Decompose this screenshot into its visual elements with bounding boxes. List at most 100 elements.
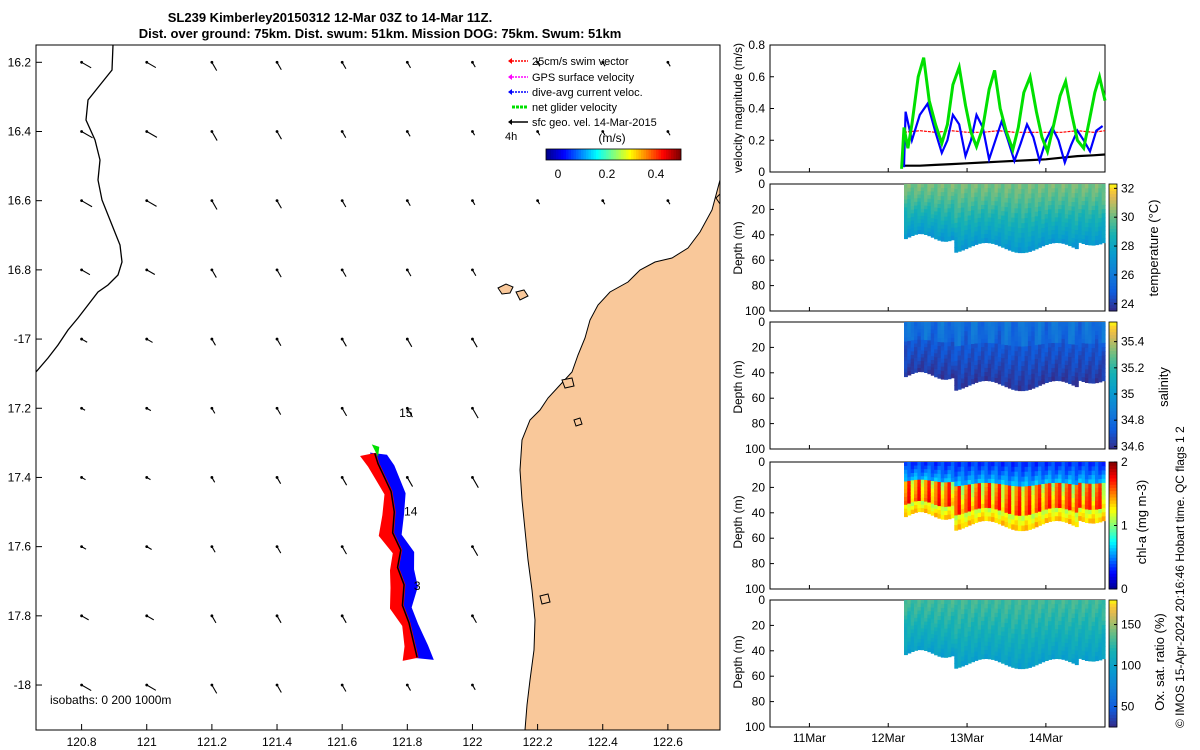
temperature-cell bbox=[1091, 218, 1096, 224]
salinity-cell bbox=[1044, 378, 1049, 383]
chl-a-cell bbox=[954, 525, 959, 531]
chl-a-cell bbox=[1001, 502, 1006, 508]
oxygen-cell bbox=[927, 647, 932, 653]
temperature-cell bbox=[1031, 212, 1036, 218]
temperature-cell bbox=[950, 215, 955, 221]
temperature-cell bbox=[944, 212, 949, 218]
chl-a-cell bbox=[1071, 471, 1076, 477]
temperature-cell bbox=[991, 213, 996, 219]
chl-a-cell bbox=[1078, 470, 1083, 476]
salinity-cell bbox=[1095, 339, 1099, 345]
salinity-cell bbox=[957, 370, 962, 376]
chl-a-cell bbox=[1058, 516, 1063, 522]
temperature-cell bbox=[924, 205, 928, 210]
salinity-cell bbox=[964, 331, 969, 337]
salinity-cbar-tick-label: 35.4 bbox=[1121, 335, 1145, 349]
temperature-cell bbox=[971, 219, 975, 225]
temperature-cell bbox=[1081, 235, 1086, 240]
oxygen-cell bbox=[1091, 626, 1096, 632]
oxygen-cell bbox=[960, 614, 965, 620]
temperature-cell bbox=[987, 200, 992, 206]
salinity-cell bbox=[940, 370, 945, 376]
salinity-cell bbox=[1014, 341, 1019, 347]
temperature-cell bbox=[1078, 225, 1083, 231]
chl-a-cell bbox=[1031, 499, 1036, 506]
salinity-cell bbox=[1064, 365, 1069, 370]
chl-a-cell bbox=[1024, 500, 1029, 507]
current-vector-head bbox=[80, 545, 83, 549]
chl-a-cell bbox=[1101, 466, 1106, 471]
salinity-cell bbox=[1058, 338, 1063, 344]
velocity-series bbox=[900, 57, 1107, 169]
oxygen-cell bbox=[984, 654, 989, 659]
current-vector bbox=[146, 131, 158, 138]
temperature-cell bbox=[934, 234, 939, 240]
chl-a-cell bbox=[984, 482, 989, 488]
salinity-cell bbox=[1098, 334, 1103, 340]
oxygen-cell bbox=[954, 638, 959, 645]
salinity-cell bbox=[981, 338, 985, 344]
salinity-cell bbox=[1051, 368, 1056, 373]
temperature-colorbar-swatch bbox=[1109, 222, 1117, 226]
oxygen-cell bbox=[1054, 637, 1059, 643]
temperature-cell bbox=[1074, 193, 1079, 199]
oxygen-cell bbox=[1024, 634, 1029, 640]
temperature-cell bbox=[1021, 184, 1026, 190]
oxygen-cell bbox=[1021, 609, 1026, 616]
salinity-cell bbox=[984, 363, 989, 369]
chl-a-colorbar-swatch bbox=[1109, 560, 1117, 565]
salinity-cell bbox=[1091, 361, 1096, 367]
temperature-cell bbox=[910, 191, 915, 196]
current-vector-head bbox=[210, 60, 214, 64]
temperature-cell bbox=[1017, 232, 1022, 239]
oxygen-cell bbox=[1101, 637, 1106, 643]
chl-a-cell bbox=[917, 497, 922, 502]
temperature-cell bbox=[1048, 239, 1052, 244]
salinity-cell bbox=[1004, 335, 1009, 342]
chl-a-cell bbox=[1061, 474, 1066, 480]
current-vector-head bbox=[536, 199, 539, 203]
oxygen-cell bbox=[937, 624, 942, 629]
oxygen-cell bbox=[967, 600, 972, 606]
legend-swim: 25cm/s swim vector bbox=[508, 56, 629, 68]
salinity-cell bbox=[1021, 336, 1026, 343]
salinity-cell bbox=[957, 326, 962, 333]
oxygen-cell bbox=[1027, 609, 1032, 615]
salinity-colorbar-swatch bbox=[1109, 369, 1117, 374]
salinity-cell bbox=[920, 322, 925, 327]
salinity-cell bbox=[971, 348, 975, 354]
salinity-cell bbox=[1068, 326, 1073, 332]
temperature-cell bbox=[1044, 227, 1049, 232]
chl-a-cell bbox=[1095, 462, 1099, 467]
colorbar-swatch bbox=[551, 149, 554, 160]
salinity-cell bbox=[934, 322, 939, 327]
temperature-cell bbox=[1054, 204, 1059, 210]
colorbar-swatch bbox=[663, 149, 667, 160]
chl-a-cell bbox=[967, 466, 972, 472]
temperature-cell bbox=[904, 234, 908, 240]
oxygen-cell bbox=[954, 653, 959, 659]
salinity-cell bbox=[1088, 330, 1093, 336]
current-vector-head bbox=[80, 268, 83, 272]
chl-a-cell bbox=[950, 469, 955, 475]
salinity-cell bbox=[1101, 342, 1106, 348]
salinity-cell bbox=[904, 360, 908, 366]
salinity-cell bbox=[1054, 367, 1059, 373]
oxygen-cell bbox=[957, 614, 962, 620]
chl-a-cell bbox=[1051, 462, 1056, 467]
chl-a-cell bbox=[1064, 466, 1069, 472]
salinity-cell bbox=[964, 358, 969, 365]
salinity-cell bbox=[914, 350, 918, 355]
temperature-cell bbox=[1001, 229, 1006, 235]
oxygen-cell bbox=[974, 634, 979, 640]
chl-a-cell bbox=[1101, 499, 1106, 505]
chl-a-cell bbox=[930, 500, 935, 505]
chl-a-cell bbox=[1044, 462, 1049, 467]
oxygen-cell bbox=[930, 634, 935, 639]
oxygen-cell bbox=[960, 628, 965, 634]
colorbar-swatch bbox=[608, 149, 612, 160]
oxygen-cell bbox=[1074, 609, 1079, 615]
chl-a-cell bbox=[971, 492, 975, 498]
oxygen-cell bbox=[1098, 642, 1103, 648]
